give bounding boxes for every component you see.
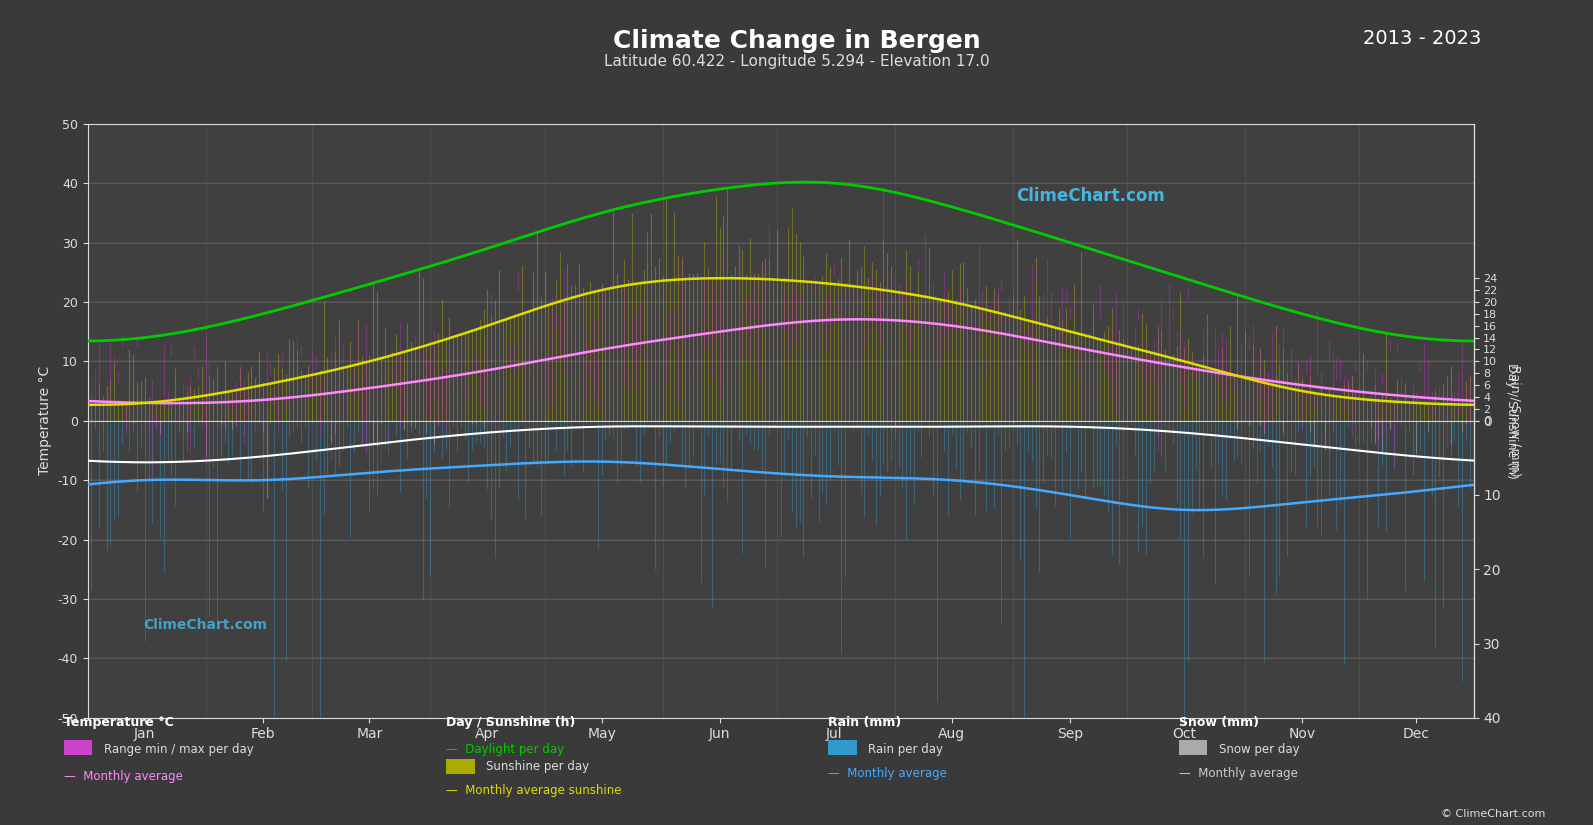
Text: —  Monthly average sunshine: — Monthly average sunshine	[446, 784, 621, 797]
Text: Snow (mm): Snow (mm)	[1179, 716, 1258, 729]
Text: —  Monthly average: — Monthly average	[828, 767, 948, 780]
Text: Climate Change in Bergen: Climate Change in Bergen	[613, 29, 980, 53]
Text: Rain (mm): Rain (mm)	[828, 716, 902, 729]
Text: ClimeChart.com: ClimeChart.com	[1016, 187, 1164, 205]
Text: —  Monthly average: — Monthly average	[1179, 767, 1298, 780]
Text: ClimeChart.com: ClimeChart.com	[143, 618, 268, 632]
Text: 2013 - 2023: 2013 - 2023	[1364, 29, 1481, 48]
Text: —  Monthly average: — Monthly average	[64, 770, 183, 783]
Text: Rain per day: Rain per day	[868, 743, 943, 757]
Text: Sunshine per day: Sunshine per day	[486, 760, 589, 773]
Text: Latitude 60.422 - Longitude 5.294 - Elevation 17.0: Latitude 60.422 - Longitude 5.294 - Elev…	[604, 54, 989, 68]
Text: Day / Sunshine (h): Day / Sunshine (h)	[446, 716, 575, 729]
Text: © ClimeChart.com: © ClimeChart.com	[1440, 808, 1545, 818]
Text: Temperature °C: Temperature °C	[64, 716, 174, 729]
Y-axis label: Rain / Snow (mm): Rain / Snow (mm)	[1509, 365, 1521, 477]
Text: —  Daylight per day: — Daylight per day	[446, 743, 564, 757]
Y-axis label: Day / Sunshine (h): Day / Sunshine (h)	[1505, 363, 1518, 478]
Text: Range min / max per day: Range min / max per day	[104, 743, 253, 757]
Text: Snow per day: Snow per day	[1219, 743, 1300, 757]
Y-axis label: Temperature °C: Temperature °C	[38, 366, 53, 475]
